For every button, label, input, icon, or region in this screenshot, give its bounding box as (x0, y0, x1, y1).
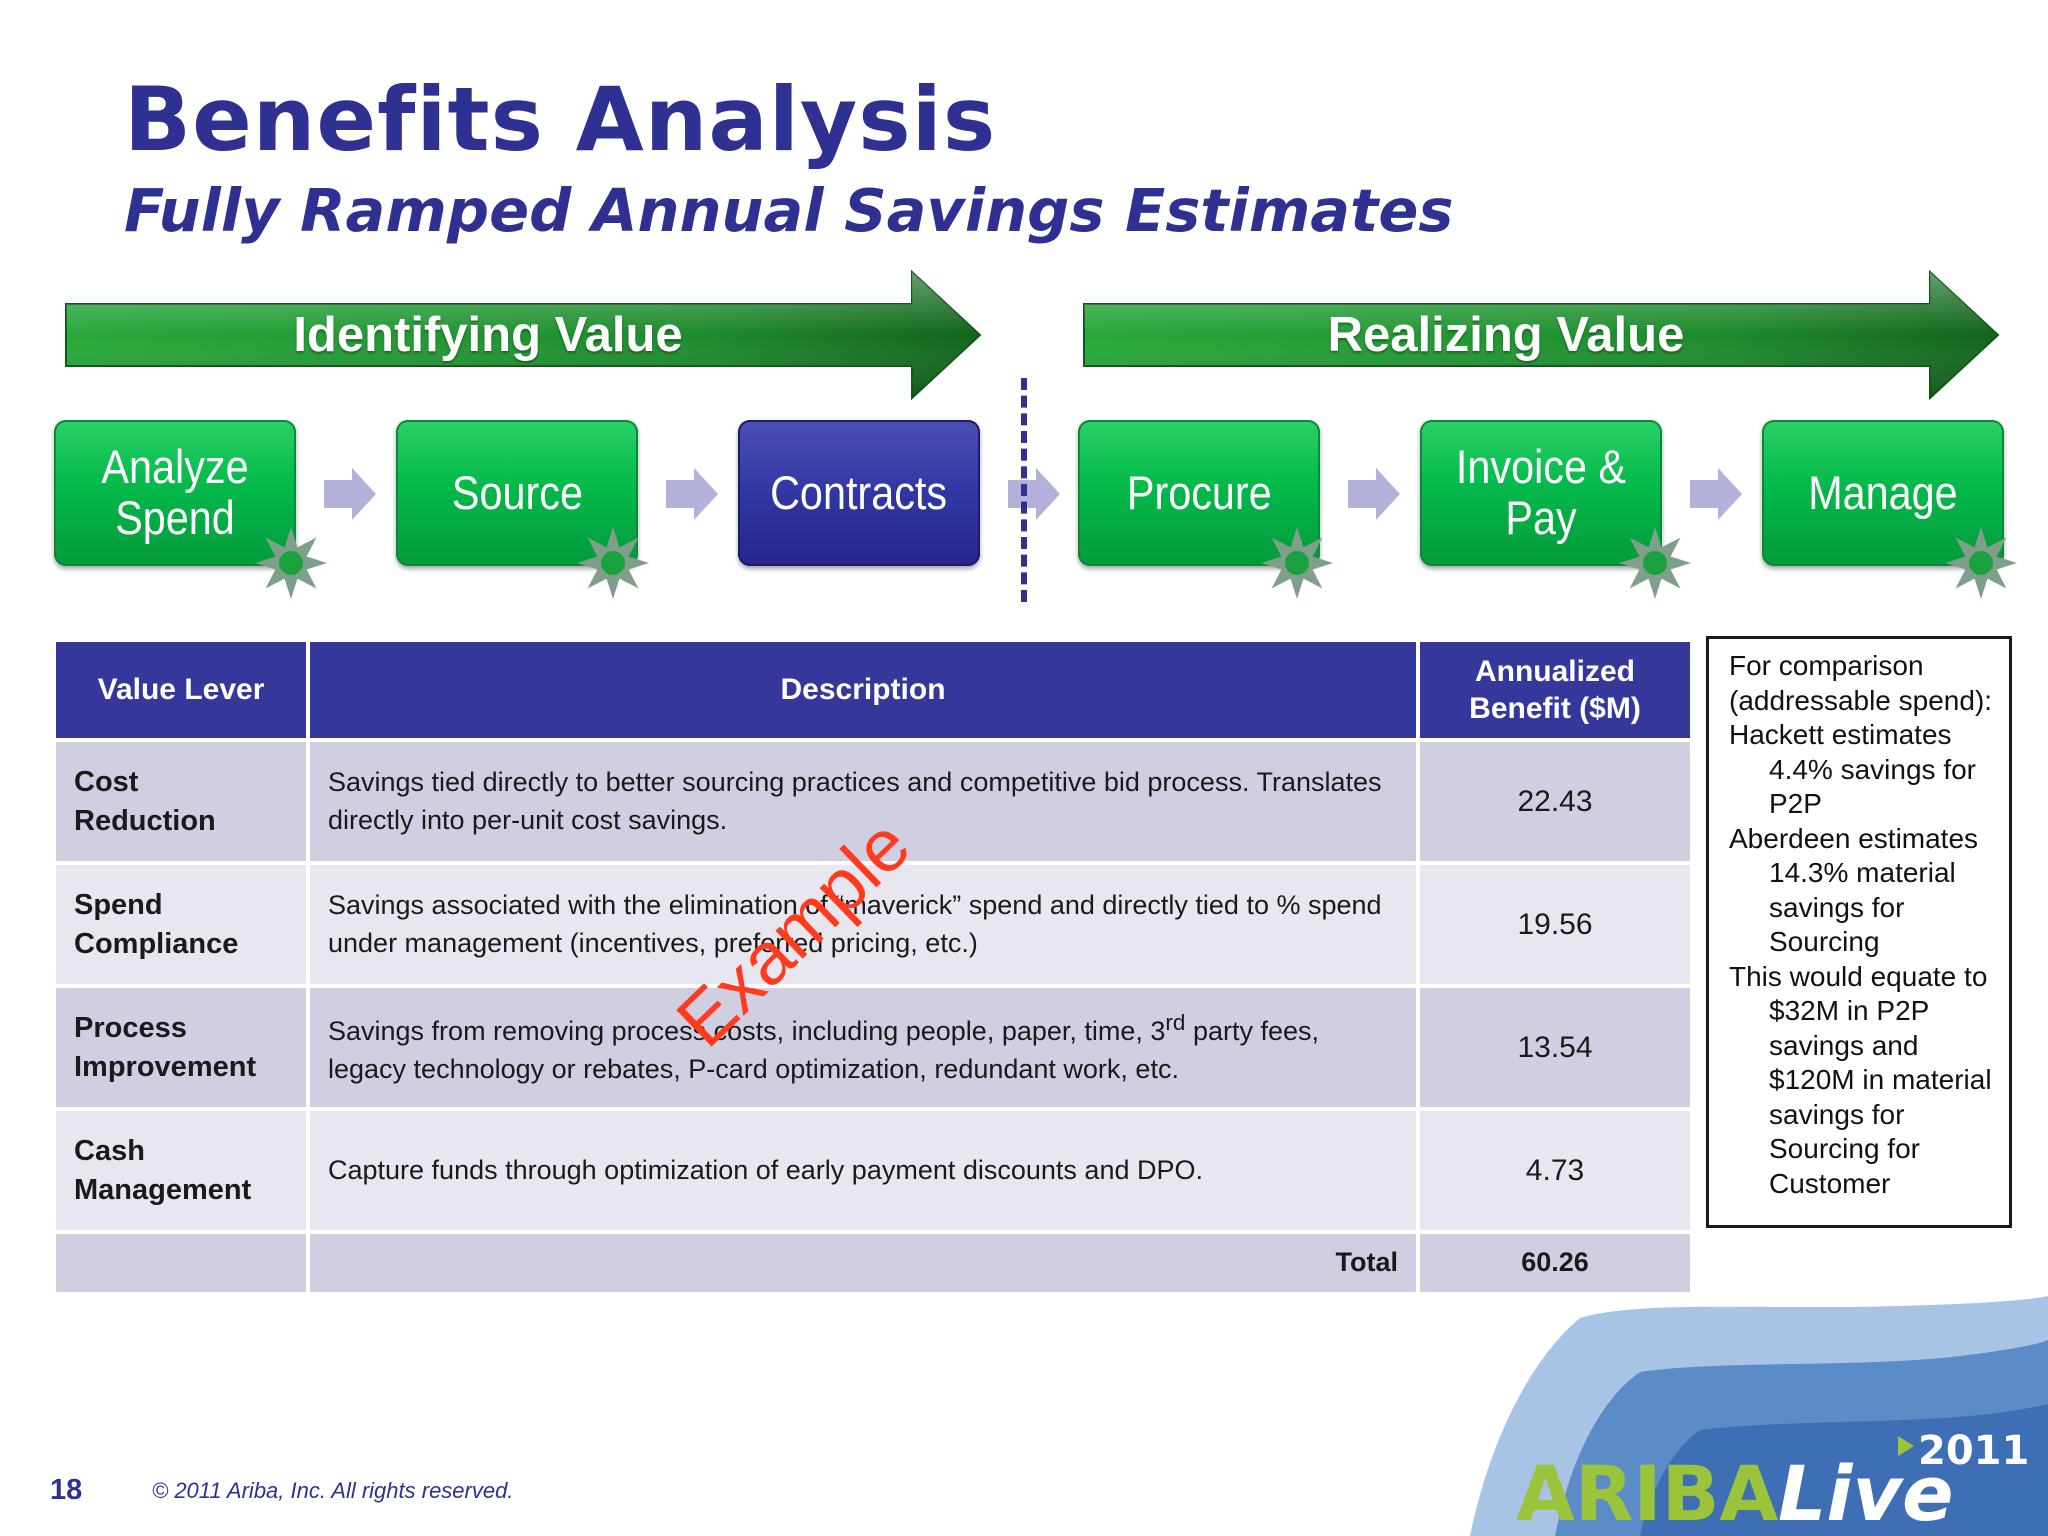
description-part: Savings from removing process costs, inc… (328, 1015, 1166, 1046)
gear-icon (1945, 527, 2017, 599)
gear-icon (577, 527, 649, 599)
green-arrow-icon (1083, 269, 2000, 401)
step-procure: Procure (1078, 420, 1320, 566)
annualized-benefit: 4.73 (1416, 1107, 1694, 1234)
logo-ariba-text: ARIBA (1516, 1449, 1779, 1530)
phase-label-realizing-value: Realizing Value (1327, 308, 1685, 362)
header-value-lever: Value Lever (52, 638, 310, 742)
annualized-benefit: 13.54 (1416, 984, 1694, 1111)
step-label: Manage (1808, 465, 1958, 519)
annualized-benefit: 22.43 (1416, 738, 1694, 865)
step-manage: Manage (1762, 420, 2004, 566)
description: Savings from removing process costs, inc… (306, 984, 1420, 1111)
phase-label-identifying-value: Identifying Value (293, 308, 683, 362)
comparison-line: 14.3% material savings for Sourcing (1769, 857, 1956, 957)
description-part: party fees, legacy technology or rebates… (328, 1015, 1320, 1084)
table-row: Cash Management Capture funds through op… (52, 1107, 1694, 1234)
green-arrow-icon (65, 269, 982, 401)
gear-icon (255, 527, 327, 599)
header-description: Description (306, 638, 1420, 742)
value-lever: Process Improvement (52, 984, 310, 1111)
table-row: Cost Reduction Savings tied directly to … (52, 738, 1694, 865)
comparison-line: This would equate to (1729, 960, 1988, 992)
total-value: 60.26 (1416, 1230, 1694, 1296)
slide-title: Benefits Analysis (124, 68, 997, 171)
chevron-right-icon (1008, 468, 1060, 520)
step-label: Contracts (770, 465, 948, 519)
annualized-benefit: 19.56 (1416, 861, 1694, 988)
phase-divider (1021, 378, 1027, 602)
description-superscript: rd (1165, 1009, 1186, 1035)
table-total-row: Total 60.26 (52, 1230, 1694, 1296)
page-number: 18 (50, 1474, 83, 1506)
benefits-table: Value Lever Description Annualized Benef… (52, 638, 1694, 1296)
step-label: Source (451, 465, 583, 519)
value-lever: Spend Compliance (52, 861, 310, 988)
total-label: Total (306, 1230, 1420, 1296)
comparison-line: For comparison (addressable spend): (1729, 650, 1993, 716)
comparison-line: Aberdeen estimates (1729, 822, 1979, 854)
step-invoice-pay: Invoice & Pay (1420, 420, 1662, 566)
step-contracts: Contracts (738, 420, 980, 566)
comparison-line: $32M in P2P savings and $120M in materia… (1769, 995, 1992, 1199)
step-label: Analyze Spend (101, 440, 249, 544)
phase-arrow-realizing-value: Realizing Value (1080, 268, 2002, 402)
step-label: Procure (1126, 465, 1272, 519)
step-source: Source (396, 420, 638, 566)
description: Capture funds through optimization of ea… (306, 1107, 1420, 1234)
chevron-right-icon (666, 468, 718, 520)
gear-icon (1261, 527, 1333, 599)
logo-live-text: Live (1778, 1449, 1954, 1530)
comparison-line: Hackett estimates (1729, 719, 1952, 750)
chevron-right-icon (324, 468, 376, 520)
ariba-live-logo: ARIBA Live 2011 (1516, 1434, 2029, 1530)
gear-icon (1619, 527, 1691, 599)
table-row: Process Improvement Savings from removin… (52, 984, 1694, 1111)
table-header-row: Value Lever Description Annualized Benef… (52, 638, 1694, 742)
description: Savings tied directly to better sourcing… (306, 738, 1420, 865)
comparison-line: 4.4% savings for P2P (1769, 753, 1976, 820)
description: Savings associated with the elimination … (306, 861, 1420, 988)
chevron-right-icon (1690, 468, 1742, 520)
table-row: Spend Compliance Savings associated with… (52, 861, 1694, 988)
step-analyze-spend: Analyze Spend (54, 420, 296, 566)
comparison-box: For comparison (addressable spend): Hack… (1706, 636, 2012, 1228)
step-label: Invoice & Pay (1455, 440, 1627, 544)
total-empty-cell (52, 1230, 310, 1296)
value-lever: Cash Management (52, 1107, 310, 1234)
header-annualized-benefit: Annualized Benefit ($M) (1416, 638, 1694, 742)
chevron-right-icon (1348, 468, 1400, 520)
logo-year: 2011 (1918, 1434, 2029, 1474)
value-lever: Cost Reduction (52, 738, 310, 865)
copyright: © 2011 Ariba, Inc. All rights reserved. (152, 1478, 514, 1503)
slide-subtitle: Fully Ramped Annual Savings Estimates (124, 176, 1454, 245)
phase-arrow-identifying-value: Identifying Value (62, 268, 984, 402)
